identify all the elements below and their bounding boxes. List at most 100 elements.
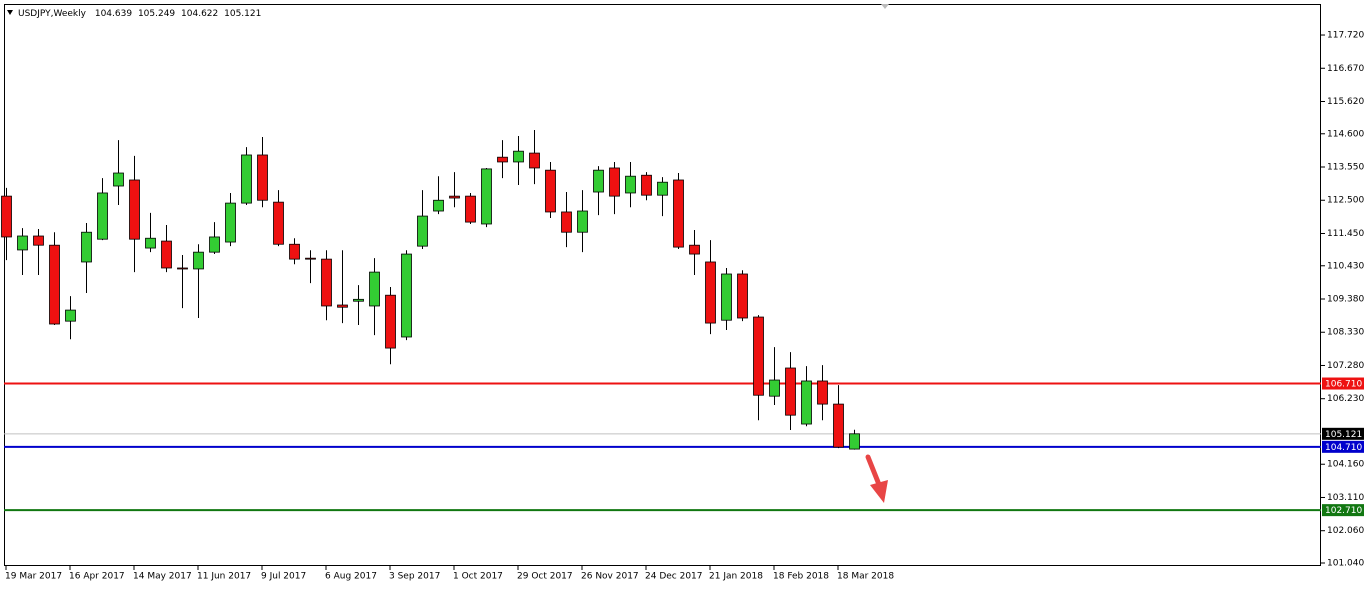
shift-marker (881, 4, 889, 9)
candle-body (849, 433, 860, 450)
candle-body (49, 244, 60, 325)
candle-body (497, 156, 508, 163)
candle (113, 140, 124, 205)
candle-body (209, 236, 220, 253)
candle-body (753, 316, 764, 396)
candle-body (801, 380, 812, 425)
candle (401, 250, 412, 341)
candle (545, 161, 556, 218)
y-tick-label: 101.040 (1327, 558, 1364, 568)
candle-body (449, 195, 460, 199)
level-label-box (1322, 440, 1364, 453)
candle (1, 187, 12, 261)
candle-body (625, 175, 636, 194)
candle-body (529, 152, 540, 169)
candle (33, 229, 44, 275)
candle (161, 224, 172, 273)
y-tick-label: 107.280 (1327, 361, 1364, 371)
candle (49, 232, 60, 325)
trend-arrow (865, 454, 888, 503)
candle (385, 286, 396, 365)
y-tick-label: 115.620 (1327, 97, 1364, 107)
candle (609, 161, 620, 215)
candle-body (689, 244, 700, 255)
candle (833, 385, 844, 449)
candle (17, 228, 28, 275)
x-tick-label: 19 Mar 2017 (5, 572, 62, 582)
candle (129, 155, 140, 273)
candle (193, 244, 204, 318)
candle (81, 223, 92, 293)
x-tick-label: 21 Jan 2018 (709, 572, 763, 582)
candle (513, 135, 524, 186)
y-tick-label: 117.720 (1327, 31, 1364, 41)
candle-body (465, 195, 476, 223)
arrow-shaft (865, 454, 883, 490)
candle-body (337, 304, 348, 308)
level-label: 102.710 (1325, 506, 1362, 516)
candle (497, 140, 508, 179)
candle-body (577, 210, 588, 233)
y-tick-label: 112.500 (1327, 196, 1364, 206)
candle-body (97, 192, 108, 240)
y-tick-label: 102.060 (1327, 526, 1364, 536)
x-tick-label: 1 Oct 2017 (453, 572, 503, 582)
x-tick-label: 11 Jun 2017 (197, 572, 251, 582)
candle (369, 258, 380, 336)
candle (673, 173, 684, 249)
candle-body (145, 237, 156, 249)
candle (737, 270, 748, 322)
menu-arrow (7, 10, 13, 15)
x-tick-label: 18 Feb 2018 (773, 572, 829, 582)
candle (721, 267, 732, 331)
close-value: 105.121 (224, 9, 261, 19)
y-tick-label: 114.600 (1327, 129, 1364, 139)
open-value: 104.639 (95, 9, 132, 19)
level-label-box (1322, 377, 1364, 390)
candle-body (225, 202, 236, 243)
candle (321, 250, 332, 321)
candle (849, 429, 860, 450)
candle-body (289, 243, 300, 260)
candle (785, 352, 796, 431)
candle-body (833, 403, 844, 448)
candle-body (593, 169, 604, 193)
arrow-head (870, 480, 888, 503)
candle-body (385, 294, 396, 349)
candle-body (481, 168, 492, 225)
candle (145, 212, 156, 253)
x-tick-label: 29 Oct 2017 (517, 572, 573, 582)
y-tick-label: 109.380 (1327, 295, 1364, 305)
candle-body (609, 167, 620, 197)
candle-body (161, 240, 172, 269)
y-tick-label: 106.230 (1327, 394, 1364, 404)
candle-body (321, 258, 332, 307)
x-tick-label: 9 Jul 2017 (261, 572, 306, 582)
candle-body (737, 273, 748, 319)
candle (209, 222, 220, 255)
candle (689, 230, 700, 275)
candle (769, 347, 780, 406)
y-tick-label: 116.670 (1327, 64, 1364, 74)
candle (753, 315, 764, 421)
candle-body (33, 235, 44, 246)
candle (353, 285, 364, 325)
candle-body (129, 179, 140, 240)
candle-body (193, 251, 204, 270)
price-label: 105.121 (1325, 430, 1362, 440)
candle (225, 192, 236, 247)
price-label-box (1322, 427, 1364, 440)
candle-body (17, 235, 28, 251)
candle-body (657, 181, 668, 196)
level-label: 106.710 (1325, 380, 1362, 390)
candle (449, 172, 460, 208)
x-tick-label: 3 Sep 2017 (389, 572, 440, 582)
candle (273, 190, 284, 247)
x-tick-label: 6 Aug 2017 (325, 572, 377, 582)
y-tick-label: 104.160 (1327, 460, 1364, 470)
candle-body (353, 298, 364, 302)
candle (529, 129, 540, 185)
candle-body (305, 257, 316, 260)
